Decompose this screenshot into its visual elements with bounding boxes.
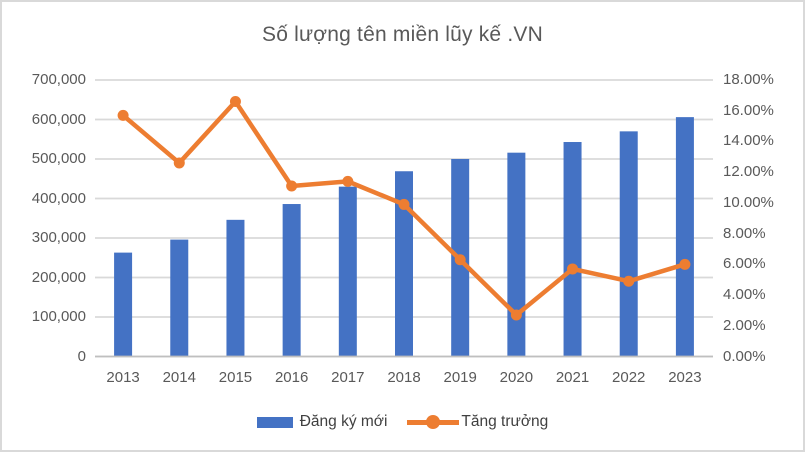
growth-point-2018 xyxy=(398,198,410,210)
chart-title: Số lượng tên miền lũy kế .VN xyxy=(262,23,543,46)
bar-2015 xyxy=(226,219,245,357)
bar-2020 xyxy=(507,152,526,357)
x-axis-label-2013: 2013 xyxy=(106,369,140,386)
bar-2014 xyxy=(170,239,189,357)
growth-point-2019 xyxy=(454,254,466,266)
y-axis-right-tick-label: 18.00% xyxy=(723,71,774,88)
y-axis-left-tick-label: 100,000 xyxy=(31,308,86,325)
y-axis-right-tick-label: 2.00% xyxy=(723,316,766,334)
x-axis-label-2020: 2020 xyxy=(499,369,534,386)
y-axis-left-tick-label: 600,000 xyxy=(31,110,86,128)
growth-point-2021 xyxy=(567,263,579,275)
growth-point-2022 xyxy=(623,275,635,287)
y-axis-right-tick-label: 12.00% xyxy=(723,163,774,181)
x-axis-label-2015: 2015 xyxy=(218,369,253,386)
x-axis-label-2019: 2019 xyxy=(443,369,477,386)
y-axis-right-tick-label: 4.00% xyxy=(723,286,766,304)
growth-point-2014 xyxy=(173,157,185,169)
legend: Đăng ký mới Tăng trưởng xyxy=(2,409,803,435)
y-axis-right-tick-label: 0.00% xyxy=(723,347,766,365)
legend-bar-swatch xyxy=(256,416,293,428)
x-axis-label-2021: 2021 xyxy=(555,369,590,386)
growth-point-2013 xyxy=(117,109,129,121)
bar-2023 xyxy=(675,117,694,357)
y-axis-left-tick-label: 400,000 xyxy=(31,189,86,207)
growth-point-2017 xyxy=(342,175,354,187)
bar-2018 xyxy=(395,171,413,357)
x-axis-label-2022: 2022 xyxy=(612,369,646,386)
y-axis-left-tick-label: 300,000 xyxy=(31,229,86,246)
bar-2022 xyxy=(619,131,638,357)
x-axis-label-2016: 2016 xyxy=(274,369,309,386)
x-axis-label-2017: 2017 xyxy=(331,369,365,386)
y-axis-right-tick-label: 6.00% xyxy=(723,255,766,273)
growth-point-2020 xyxy=(510,309,522,321)
y-axis-right-tick-label: 10.00% xyxy=(723,193,774,211)
bar-2017 xyxy=(338,186,357,357)
y-axis-right-tick-label: 16.00% xyxy=(723,101,774,119)
bar-2013 xyxy=(114,252,133,357)
y-axis-left-tick-label: 700,000 xyxy=(31,71,86,88)
bar-2021 xyxy=(563,142,582,357)
y-axis-right-tick-label: 8.00% xyxy=(723,224,766,242)
legend-label-line-series: Tăng trưởng xyxy=(461,413,549,430)
legend-line-swatch xyxy=(407,415,460,429)
growth-point-2015 xyxy=(229,96,241,108)
y-axis-left-tick-label: 500,000 xyxy=(31,150,86,167)
y-axis-right-tick-label: 14.00% xyxy=(723,132,774,150)
legend-label-bar-series: Đăng ký mới xyxy=(299,413,388,430)
y-axis-left-tick-label: 200,000 xyxy=(31,268,86,286)
y-axis-left-tick-label: 0 xyxy=(77,347,86,365)
x-axis-label-2023: 2023 xyxy=(668,369,702,386)
legend-line-marker-icon xyxy=(426,415,441,429)
growth-point-2023 xyxy=(679,258,691,270)
x-axis-label-2018: 2018 xyxy=(387,369,421,386)
bar-2016 xyxy=(282,204,301,357)
growth-point-2016 xyxy=(286,180,298,192)
x-axis-label-2014: 2014 xyxy=(162,369,196,386)
